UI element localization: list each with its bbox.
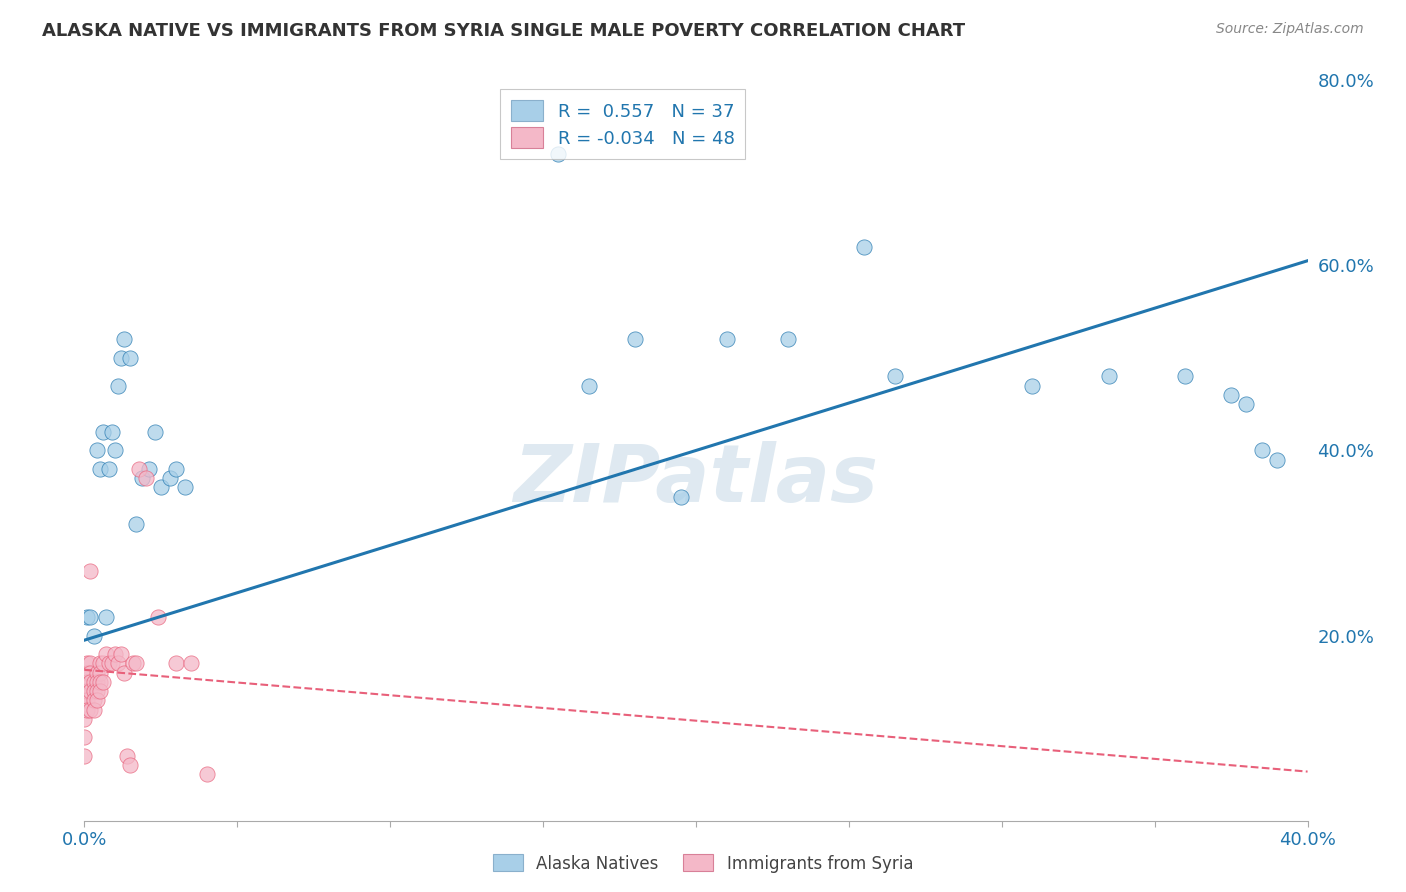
Point	[89, 462, 111, 476]
Legend: R =  0.557   N = 37, R = -0.034   N = 48: R = 0.557 N = 37, R = -0.034 N = 48	[501, 89, 745, 159]
Point	[138, 462, 160, 476]
Point	[79, 610, 101, 624]
Point	[76, 674, 98, 689]
Point	[73, 684, 96, 698]
Point	[1250, 443, 1272, 458]
Point	[669, 490, 692, 504]
Point	[101, 657, 124, 671]
Text: Source: ZipAtlas.com: Source: ZipAtlas.com	[1216, 22, 1364, 37]
Point	[73, 748, 96, 763]
Point	[73, 731, 96, 745]
Point	[79, 674, 101, 689]
Point	[578, 378, 600, 392]
Point	[86, 693, 108, 707]
Point	[716, 332, 738, 346]
Text: ZIPatlas: ZIPatlas	[513, 441, 879, 519]
Point	[112, 665, 135, 680]
Point	[94, 647, 117, 661]
Point	[76, 610, 98, 624]
Point	[624, 332, 647, 346]
Point	[1098, 369, 1121, 384]
Point	[180, 657, 202, 671]
Point	[97, 657, 120, 671]
Point	[1174, 369, 1197, 384]
Point	[86, 674, 108, 689]
Point	[120, 351, 142, 365]
Point	[79, 703, 101, 717]
Point	[122, 657, 145, 671]
Point	[107, 378, 129, 392]
Point	[91, 674, 114, 689]
Point	[547, 147, 569, 161]
Point	[128, 462, 150, 476]
Point	[159, 471, 181, 485]
Point	[776, 332, 799, 346]
Point	[115, 748, 138, 763]
Point	[1021, 378, 1043, 392]
Point	[131, 471, 153, 485]
Point	[76, 665, 98, 680]
Legend: Alaska Natives, Immigrants from Syria: Alaska Natives, Immigrants from Syria	[486, 847, 920, 880]
Point	[112, 332, 135, 346]
Point	[76, 693, 98, 707]
Point	[83, 693, 105, 707]
Text: ALASKA NATIVE VS IMMIGRANTS FROM SYRIA SINGLE MALE POVERTY CORRELATION CHART: ALASKA NATIVE VS IMMIGRANTS FROM SYRIA S…	[42, 22, 966, 40]
Point	[91, 657, 114, 671]
Point	[125, 517, 148, 532]
Point	[73, 712, 96, 726]
Point	[76, 703, 98, 717]
Point	[110, 351, 132, 365]
Point	[86, 665, 108, 680]
Point	[91, 425, 114, 439]
Point	[853, 240, 876, 254]
Point	[1236, 397, 1258, 411]
Point	[146, 610, 169, 624]
Point	[83, 703, 105, 717]
Point	[79, 657, 101, 671]
Point	[73, 693, 96, 707]
Point	[101, 425, 124, 439]
Point	[107, 657, 129, 671]
Point	[110, 647, 132, 661]
Point	[883, 369, 905, 384]
Point	[79, 684, 101, 698]
Point	[104, 443, 127, 458]
Point	[83, 628, 105, 642]
Point	[165, 657, 187, 671]
Point	[125, 657, 148, 671]
Point	[174, 481, 197, 495]
Point	[97, 462, 120, 476]
Point	[83, 684, 105, 698]
Point	[76, 657, 98, 671]
Point	[89, 684, 111, 698]
Point	[86, 684, 108, 698]
Point	[86, 443, 108, 458]
Point	[83, 674, 105, 689]
Point	[165, 462, 187, 476]
Point	[79, 564, 101, 578]
Point	[89, 657, 111, 671]
Point	[94, 610, 117, 624]
Point	[120, 758, 142, 772]
Point	[1265, 452, 1288, 467]
Point	[89, 665, 111, 680]
Point	[89, 674, 111, 689]
Point	[149, 481, 172, 495]
Point	[135, 471, 157, 485]
Point	[1220, 388, 1243, 402]
Point	[79, 665, 101, 680]
Point	[76, 684, 98, 698]
Point	[195, 767, 218, 781]
Point	[143, 425, 166, 439]
Point	[104, 647, 127, 661]
